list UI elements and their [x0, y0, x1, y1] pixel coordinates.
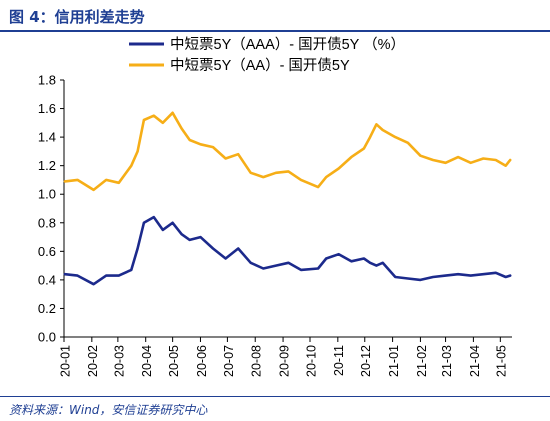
source-note: 资料来源：Wind，安信证券研究中心 [9, 403, 208, 417]
y-tick-label: 0.8 [38, 215, 56, 230]
source-rule [0, 396, 550, 397]
x-tick-label: 20-11 [332, 345, 346, 376]
y-tick-label: 0.0 [38, 330, 56, 345]
x-tick-label: 20-02 [86, 345, 100, 377]
x-tick-label: 20-04 [140, 345, 154, 377]
y-tick-label: 1.0 [38, 187, 56, 202]
legend-label-aaa: 中短票5Y（AAA）- 国开债5Y （%） [170, 36, 405, 53]
legend: 中短票5Y（AAA）- 国开债5Y （%） 中短票5Y（AA）- 国开债5Y [129, 36, 405, 74]
x-tick-label: 20-06 [195, 345, 209, 377]
tick-labels: 0.0 0.2 0.4 0.6 0.8 1.0 1.2 1.4 1.6 1.8 20-01 20-02… [38, 73, 509, 377]
axes [60, 79, 512, 342]
x-tick-label: 20-05 [167, 345, 181, 377]
x-tick-label: 20-09 [278, 345, 292, 377]
y-tick-label: 1.6 [38, 101, 56, 116]
x-tick-label: 20-01 [58, 345, 72, 377]
series-line-aa [63, 111, 512, 192]
y-tick-label: 0.4 [38, 272, 56, 287]
x-tick-label: 20-03 [112, 345, 126, 377]
x-tick-label: 20-07 [222, 345, 236, 377]
series-line-aaa [63, 215, 512, 286]
y-tick-label: 1.2 [38, 158, 56, 173]
x-tick-label: 20-10 [304, 345, 318, 377]
y-tick-label: 1.8 [38, 73, 56, 88]
x-tick-label: 20-08 [250, 345, 264, 377]
y-tick-label: 0.6 [38, 244, 56, 259]
x-tick-label: 21-04 [468, 345, 482, 377]
legend-label-aa: 中短票5Y（AA）- 国开债5Y [170, 57, 350, 74]
x-tick-label: 21-03 [440, 345, 454, 377]
figure-title: 图 4：信用利差走势 [9, 8, 145, 26]
credit-spread-chart: 0.0 0.2 0.4 0.6 0.8 1.0 1.2 1.4 1.6 1.8 20-01 20-02… [38, 36, 512, 377]
x-tick-label: 20-12 [359, 345, 373, 377]
y-tick-label: 1.4 [38, 130, 56, 145]
series-lines [63, 111, 512, 286]
title-rule [0, 30, 550, 32]
y-tick-label: 0.2 [38, 301, 56, 316]
x-tick-label: 21-02 [415, 345, 429, 377]
x-tick-label: 21-05 [495, 345, 509, 377]
x-tick-label: 21-01 [387, 345, 401, 377]
